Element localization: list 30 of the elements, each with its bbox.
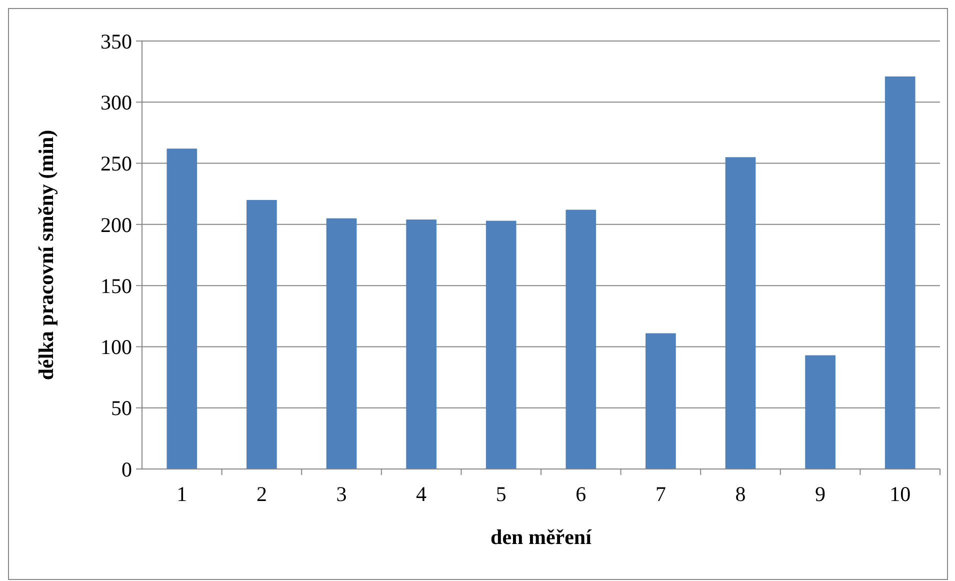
bar [406,220,436,469]
y-tick-label: 50 [111,396,132,420]
x-tick-label: 9 [815,482,826,506]
bar [166,148,198,469]
bar [646,333,676,469]
x-tick-label: 10 [890,482,911,506]
y-tick-label: 100 [100,335,132,360]
x-tick-label: 4 [416,482,428,506]
x-tick-label: 5 [496,482,506,506]
x-tick-label: 8 [735,482,746,506]
x-tick-label: 1 [176,482,188,506]
y-axis-title: délka pracovní směny (min) [34,130,58,380]
bar [725,157,756,469]
x-tick-label: 7 [655,482,666,506]
y-tick-label: 350 [100,29,132,54]
y-tick-label: 200 [100,212,132,237]
bar [566,210,596,469]
y-tick-label: 150 [100,274,132,298]
x-tick-label: 3 [336,482,347,506]
y-tick-label: 300 [100,90,132,114]
x-axis-title: den měření [490,525,593,549]
bar [326,218,357,469]
y-tick-label: 250 [100,152,132,176]
x-tick-label: 6 [576,482,586,506]
x-tick-label: 2 [256,482,267,506]
y-tick-label: 0 [122,457,132,482]
bar [486,220,516,469]
bar [805,355,836,469]
bar [246,200,277,469]
bar [884,76,916,469]
